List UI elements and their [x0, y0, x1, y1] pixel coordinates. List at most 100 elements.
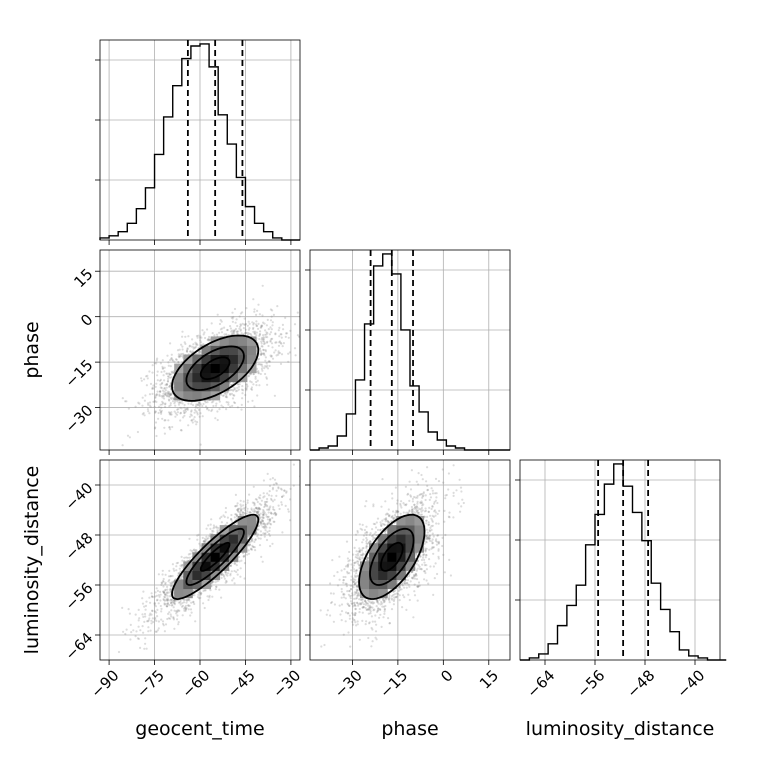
sample-point: [220, 515, 223, 519]
sample-point: [236, 332, 239, 335]
sample-point: [179, 601, 182, 604]
sample-point: [199, 336, 202, 339]
sample-point: [210, 409, 213, 413]
sample-point: [242, 514, 245, 517]
sample-point: [154, 410, 157, 413]
sample-point: [168, 373, 171, 376]
sample-point: [293, 323, 297, 326]
sample-point: [160, 610, 163, 613]
sample-point: [157, 411, 160, 415]
sample-point: [162, 590, 165, 593]
sample-point: [199, 345, 202, 348]
sample-point: [197, 597, 201, 600]
sample-point: [202, 402, 205, 406]
sample-point: [146, 408, 149, 411]
sample-point: [188, 415, 192, 418]
sample-point: [269, 523, 273, 526]
sample-point: [247, 552, 251, 555]
sample-point: [168, 578, 171, 582]
sample-point: [275, 494, 278, 497]
sample-point: [194, 420, 197, 423]
sample-point: [234, 513, 237, 516]
density-cell: [228, 345, 239, 355]
sample-point: [265, 376, 268, 379]
sample-point: [215, 333, 219, 336]
sample-point: [174, 599, 177, 602]
sample-point: [191, 421, 194, 424]
density-cell: [201, 372, 211, 383]
sample-point: [185, 598, 188, 601]
sample-point: [255, 384, 258, 387]
sample-point: [252, 322, 255, 325]
sample-point: [216, 313, 219, 316]
sample-point: [183, 609, 186, 612]
sample-point: [141, 613, 144, 616]
sample-point: [246, 510, 249, 513]
sample-point: [155, 359, 158, 362]
sample-point: [233, 569, 236, 573]
sample-point: [153, 427, 157, 430]
sample-point: [229, 327, 232, 330]
sample-point: [280, 342, 283, 345]
sample-point: [241, 322, 244, 325]
sample-point: [147, 620, 150, 623]
sample-point: [152, 384, 155, 387]
sample-point: [169, 365, 172, 368]
sample-point: [266, 318, 269, 321]
sample-point: [244, 332, 247, 335]
sample-point: [144, 394, 147, 397]
sample-point: [287, 336, 290, 339]
sample-point: [260, 324, 263, 327]
sample-point: [270, 354, 273, 357]
sample-point: [166, 395, 169, 398]
sample-point: [256, 511, 259, 514]
sample-point: [196, 538, 199, 541]
sample-point: [180, 407, 183, 410]
sample-point: [137, 625, 140, 628]
sample-point: [226, 391, 229, 394]
sample-point: [231, 404, 234, 407]
sample-point: [262, 496, 265, 499]
sample-point: [126, 434, 130, 437]
sample-point: [160, 411, 163, 414]
sample-point: [257, 510, 260, 513]
sample-point: [246, 507, 249, 510]
sample-point: [270, 315, 273, 318]
sample-point: [253, 308, 256, 311]
sample-point: [145, 384, 148, 387]
sample-point: [178, 356, 181, 359]
sample-point: [164, 405, 167, 408]
sample-point: [260, 499, 263, 502]
sample-point: [163, 630, 166, 633]
sample-point: [203, 537, 206, 540]
sample-point: [171, 371, 174, 374]
sample-point: [212, 400, 215, 403]
sample-point: [177, 355, 180, 358]
sample-point: [193, 548, 196, 551]
hist-panel-phase: [305, 249, 511, 455]
sample-point: [189, 608, 193, 611]
sample-point: [249, 511, 252, 514]
sample-point: [171, 359, 174, 362]
sample-point: [165, 372, 168, 375]
sample-point: [245, 383, 248, 386]
sample-point: [236, 502, 239, 505]
hist-outline-phase: [310, 253, 510, 451]
sample-point: [188, 345, 191, 348]
sample-point: [190, 402, 193, 406]
sample-point: [199, 350, 202, 353]
sample-point: [149, 612, 152, 615]
sample-point: [170, 370, 173, 373]
sample-point: [180, 555, 183, 559]
sample-point: [235, 570, 238, 574]
sample-point: [211, 595, 214, 598]
sample-point: [176, 561, 180, 564]
sample-point: [265, 362, 268, 365]
sample-point: [177, 360, 180, 364]
sample-point: [179, 429, 183, 432]
sample-point: [218, 331, 221, 334]
sample-point: [233, 330, 236, 333]
sample-point: [249, 380, 252, 383]
sample-point: [258, 384, 261, 387]
